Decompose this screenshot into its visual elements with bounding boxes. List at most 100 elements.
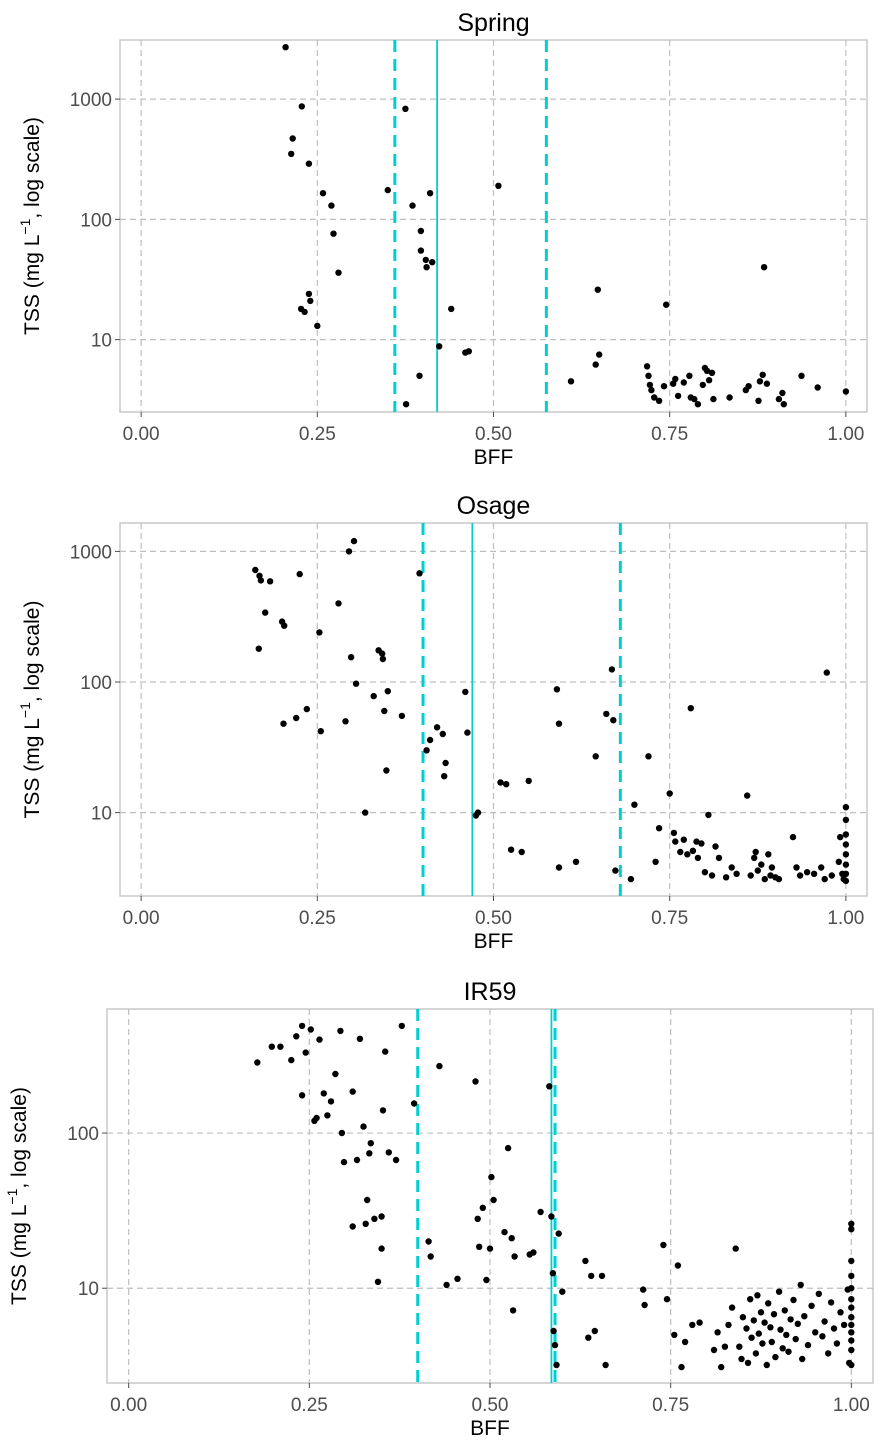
- data-point: [464, 729, 471, 736]
- data-point: [257, 577, 265, 584]
- data-point: [678, 1363, 685, 1371]
- data-point: [370, 692, 377, 700]
- data-point: [710, 1346, 718, 1354]
- y-axis-title: TSS (mg L−1, log scale): [4, 1087, 31, 1305]
- data-point: [754, 1292, 761, 1299]
- data-point: [381, 707, 388, 715]
- data-point: [422, 256, 429, 264]
- data-point: [316, 1036, 323, 1043]
- data-point: [842, 841, 850, 848]
- data-point: [790, 1296, 797, 1304]
- data-point: [612, 867, 619, 874]
- data-point: [591, 1327, 598, 1335]
- data-point: [738, 1355, 745, 1363]
- data-point: [392, 1156, 400, 1164]
- data-point: [701, 869, 709, 876]
- data-point: [374, 1278, 382, 1286]
- data-point: [364, 1196, 371, 1204]
- data-point: [755, 397, 762, 404]
- data-point: [645, 372, 652, 379]
- data-point: [703, 367, 711, 374]
- data-point: [627, 875, 635, 883]
- data-point: [726, 394, 733, 401]
- data-point: [779, 389, 786, 397]
- data-point: [797, 1281, 804, 1289]
- data-point: [848, 1329, 855, 1336]
- data-point: [848, 1304, 855, 1311]
- data-point: [652, 858, 659, 865]
- data-point: [537, 1208, 544, 1216]
- data-point: [765, 851, 772, 858]
- data-point: [379, 655, 387, 663]
- data-point: [509, 1307, 517, 1314]
- data-point: [747, 872, 754, 879]
- data-point: [674, 392, 682, 400]
- data-point: [848, 1272, 855, 1280]
- data-point: [739, 1314, 747, 1321]
- data-point: [767, 1324, 774, 1331]
- data-point: [429, 259, 436, 266]
- data-point: [728, 1304, 736, 1311]
- data-point: [503, 781, 510, 788]
- data-point: [530, 1249, 537, 1256]
- data-point: [340, 1158, 348, 1166]
- x-tick-label: 0.50: [472, 1395, 509, 1416]
- data-point: [640, 1286, 647, 1293]
- data-point: [848, 1285, 855, 1292]
- panel-title: IR59: [464, 978, 517, 1006]
- data-point: [655, 825, 663, 832]
- data-point: [728, 864, 735, 871]
- data-point: [342, 718, 349, 725]
- data-point: [842, 804, 850, 811]
- data-point: [828, 872, 835, 879]
- data-point: [474, 1215, 481, 1223]
- data-point: [567, 378, 575, 385]
- data-point: [763, 380, 771, 387]
- data-point: [684, 851, 691, 858]
- data-point: [330, 230, 337, 237]
- data-point: [796, 872, 804, 879]
- data-point: [848, 1321, 855, 1329]
- y-axis-title-suffix: , log scale): [21, 117, 44, 219]
- data-point: [677, 848, 684, 856]
- data-point: [803, 869, 811, 876]
- data-point: [825, 1350, 832, 1357]
- data-point: [307, 1026, 314, 1033]
- data-point: [582, 1257, 589, 1265]
- data-point: [646, 381, 654, 389]
- data-point: [378, 1213, 385, 1220]
- data-point: [585, 1334, 592, 1341]
- data-point: [280, 720, 287, 727]
- x-tick-label: 0.50: [475, 424, 512, 445]
- data-point: [302, 1049, 309, 1056]
- data-point: [362, 809, 369, 816]
- data-point: [327, 1098, 335, 1105]
- data-point: [402, 105, 409, 113]
- y-tick-label: 10: [91, 804, 112, 825]
- x-tick-label: 0.75: [651, 424, 688, 445]
- data-point: [696, 1319, 703, 1326]
- data-point: [488, 1173, 495, 1181]
- x-tick-label: 1.00: [827, 424, 864, 445]
- x-tick-label: 0.25: [299, 424, 336, 445]
- data-point: [555, 720, 563, 727]
- data-point: [761, 875, 768, 883]
- data-point: [317, 728, 324, 735]
- data-point: [842, 870, 850, 877]
- data-point: [758, 861, 765, 868]
- data-point: [705, 377, 713, 384]
- y-tick-label: 100: [67, 1124, 99, 1145]
- y-axis-title-main: TSS (mg L: [21, 718, 44, 818]
- data-point: [349, 1223, 356, 1230]
- data-point: [748, 1334, 755, 1341]
- data-point: [710, 395, 717, 403]
- data-point: [759, 371, 766, 378]
- data-point: [592, 753, 599, 760]
- data-point: [694, 854, 702, 862]
- data-point: [551, 1341, 559, 1349]
- data-point: [610, 717, 617, 724]
- data-point: [409, 202, 416, 209]
- data-point: [655, 397, 663, 404]
- data-point: [691, 395, 698, 403]
- data-point: [718, 1363, 725, 1371]
